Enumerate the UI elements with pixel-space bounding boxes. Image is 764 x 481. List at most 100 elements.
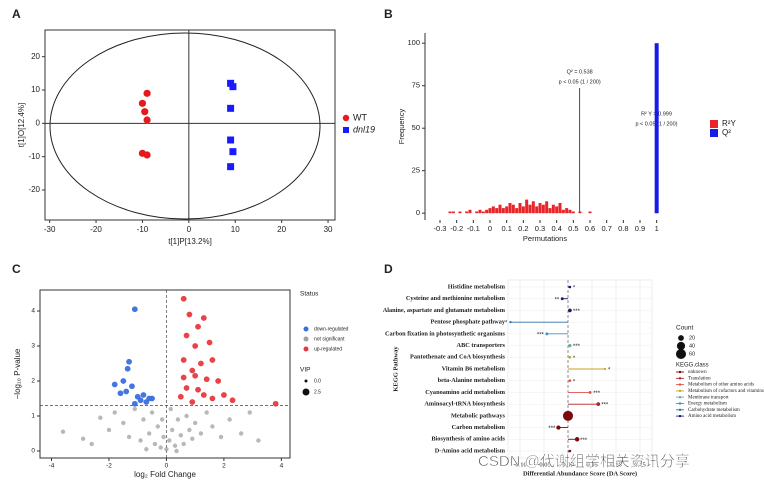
legend-label: not significant bbox=[314, 336, 345, 342]
point bbox=[229, 397, 236, 404]
bar bbox=[478, 209, 482, 214]
point bbox=[200, 392, 207, 398]
legend-label: down-regulated bbox=[314, 326, 349, 332]
significance-label: * bbox=[573, 379, 576, 385]
point bbox=[238, 431, 244, 436]
point bbox=[152, 441, 158, 447]
point bbox=[131, 306, 138, 313]
legend-title: Status bbox=[300, 291, 319, 298]
dot bbox=[568, 343, 572, 348]
x-axis-title: Differential Abundance Score (DA Score) bbox=[523, 470, 637, 477]
point bbox=[144, 447, 149, 452]
legend-swatch bbox=[675, 348, 687, 360]
panel-label: D bbox=[384, 262, 393, 276]
legend-label: unknown bbox=[688, 370, 707, 375]
x-axis-title: log₂ Fold Change bbox=[134, 470, 196, 479]
x-tick-label: 1 bbox=[655, 224, 659, 233]
category-label: Aminoacyl-tRNA biosynthesis bbox=[424, 401, 505, 408]
y-axis-title: KEGG Pathway bbox=[392, 346, 399, 392]
bar bbox=[515, 208, 519, 214]
dot bbox=[562, 410, 574, 421]
legend-swatch bbox=[678, 408, 682, 411]
point bbox=[158, 445, 163, 450]
y-tick-label: 3 bbox=[31, 343, 35, 350]
point bbox=[272, 400, 279, 407]
bar bbox=[518, 203, 522, 214]
x-tick-label: 0 bbox=[187, 225, 192, 234]
legend-label: 2.5 bbox=[314, 389, 321, 395]
legend-label: Translation bbox=[688, 376, 711, 381]
bar bbox=[501, 208, 505, 214]
point bbox=[229, 83, 237, 91]
point bbox=[203, 376, 210, 383]
point bbox=[189, 399, 196, 405]
x-tick-label: 0.3 bbox=[535, 224, 545, 233]
legend-swatch bbox=[678, 389, 682, 393]
point bbox=[143, 116, 151, 124]
point bbox=[141, 108, 149, 116]
x-tick-label: 0 bbox=[165, 463, 169, 470]
point bbox=[181, 441, 186, 447]
point bbox=[198, 431, 204, 436]
point bbox=[155, 424, 161, 429]
watermark: CSDN @代谢组学相关资讯分享 bbox=[478, 453, 690, 470]
point bbox=[187, 427, 192, 433]
point bbox=[186, 311, 193, 318]
point bbox=[227, 104, 235, 112]
point bbox=[206, 339, 213, 346]
x-tick-label: -10 bbox=[137, 225, 149, 234]
x-tick-label: -30 bbox=[44, 225, 56, 234]
legend-swatch bbox=[303, 346, 309, 352]
point bbox=[180, 357, 187, 363]
x-tick-label: 30 bbox=[324, 225, 333, 234]
legend-label: 20 bbox=[689, 335, 695, 341]
bar bbox=[545, 201, 549, 214]
category-label: Carbon fixation in photosynthetic organi… bbox=[385, 330, 506, 337]
point bbox=[117, 390, 124, 397]
legend-label: 0.0 bbox=[314, 378, 321, 384]
dot bbox=[574, 437, 580, 442]
significance-label: * bbox=[573, 356, 576, 362]
bar bbox=[505, 206, 509, 214]
bar bbox=[535, 206, 539, 214]
point bbox=[183, 332, 190, 339]
point bbox=[143, 399, 150, 405]
significance-label: *** bbox=[601, 403, 609, 409]
bar bbox=[555, 206, 559, 214]
y-tick-label: 1 bbox=[31, 413, 35, 420]
y-tick-label: 0 bbox=[36, 118, 41, 127]
point bbox=[247, 410, 252, 415]
point bbox=[120, 378, 127, 384]
x-tick-label: 0.15 bbox=[634, 461, 645, 468]
category-label: Pantothenate and CoA biosynthesis bbox=[410, 354, 506, 361]
bar bbox=[481, 211, 485, 214]
significance-label: ** bbox=[555, 297, 560, 303]
point bbox=[195, 386, 201, 393]
dot bbox=[568, 355, 572, 359]
point bbox=[138, 438, 143, 443]
y-tick-label: -10 bbox=[28, 152, 40, 161]
point bbox=[189, 367, 196, 374]
legend-swatch bbox=[676, 341, 686, 351]
point bbox=[138, 99, 147, 107]
y-tick-label: 25 bbox=[412, 166, 420, 175]
y-tick-label: 10 bbox=[31, 85, 40, 94]
dot bbox=[560, 297, 564, 301]
point bbox=[168, 406, 173, 412]
x-tick-label: -4 bbox=[49, 463, 55, 470]
y-tick-label: 50 bbox=[412, 123, 420, 132]
y-axis-title: Frequency bbox=[397, 109, 406, 145]
point bbox=[183, 385, 190, 391]
point bbox=[167, 438, 172, 443]
bar bbox=[465, 211, 469, 214]
point bbox=[131, 400, 138, 407]
bar bbox=[588, 211, 592, 214]
significance-label: *** bbox=[573, 344, 581, 350]
bar bbox=[551, 204, 555, 214]
x-tick-label: 0.8 bbox=[618, 224, 628, 233]
legend-label: Amino acid metabolism bbox=[688, 414, 736, 419]
category-label: Carbon metabolism bbox=[452, 424, 506, 431]
y-tick-label: 0 bbox=[416, 208, 420, 217]
legend-title: KEGG.class bbox=[676, 363, 709, 369]
point bbox=[215, 378, 222, 384]
